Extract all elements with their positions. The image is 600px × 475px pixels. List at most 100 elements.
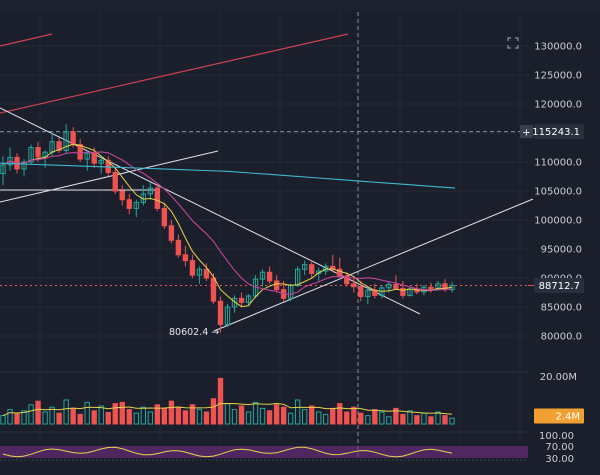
volume-bar xyxy=(323,413,329,425)
volume-bar xyxy=(238,405,245,425)
volume-bar xyxy=(147,411,154,425)
volume-bar xyxy=(112,403,118,425)
crosshair-price-tag: 115243.1 xyxy=(532,127,580,138)
oscillator-band xyxy=(0,446,528,458)
volume-bar xyxy=(287,412,294,425)
candle-body xyxy=(147,187,154,195)
volume-bar xyxy=(273,404,280,425)
price-tick-label: 125000.0 xyxy=(534,71,582,82)
candle-body xyxy=(126,199,132,209)
trendline-down xyxy=(0,107,421,315)
volume-bar xyxy=(217,377,224,425)
volume-bar xyxy=(428,416,434,425)
candle-body xyxy=(77,144,83,160)
price-axis[interactable]: 130000.0125000.0120000.0115000.0110000.0… xyxy=(534,42,582,466)
volume-bar xyxy=(358,412,364,425)
volume-bar xyxy=(442,415,448,425)
volume-bar xyxy=(351,406,357,425)
axis-tags: 115243.1+88712.7 2.4M xyxy=(520,124,584,424)
candle-body xyxy=(386,283,392,289)
price-tick-label: 130000.0 xyxy=(534,42,582,53)
candle-body xyxy=(400,287,406,296)
oscillator-pane xyxy=(0,446,528,461)
volume-bar xyxy=(189,404,196,425)
candle-body xyxy=(196,268,203,276)
candle-body xyxy=(154,187,161,209)
price-tick-label: 85000.0 xyxy=(541,303,582,314)
volume-bar xyxy=(400,413,406,425)
candle-body xyxy=(309,264,315,274)
candle-body xyxy=(42,151,48,158)
candle-body xyxy=(365,289,371,298)
volume-current-tag: 2.4M xyxy=(555,412,580,423)
current-price-tag: 88712.7 xyxy=(539,281,580,292)
candle-body xyxy=(210,277,217,302)
oscillator-line xyxy=(2,446,453,458)
volume-bar xyxy=(49,406,55,425)
candle-body xyxy=(238,297,245,303)
volume-tick-label: 20.00M xyxy=(540,372,577,383)
volume-bar xyxy=(196,409,203,425)
volume-bar xyxy=(231,409,238,425)
volume-bar xyxy=(154,404,161,425)
candle-body xyxy=(428,286,434,291)
candle-body xyxy=(161,207,168,227)
add-order-button[interactable] xyxy=(520,125,533,139)
plus-icon: + xyxy=(522,128,530,139)
chart-grid xyxy=(0,12,528,460)
volume-bar xyxy=(7,409,13,425)
candle-body xyxy=(91,152,97,164)
candle-body xyxy=(175,239,182,256)
volume-bar xyxy=(407,410,413,425)
candle-body xyxy=(7,156,13,166)
candle-body xyxy=(35,147,41,158)
volume-bar xyxy=(301,409,308,425)
candle-body xyxy=(393,283,399,289)
candle-body xyxy=(358,286,364,298)
volume-bar xyxy=(98,405,104,425)
candle-body xyxy=(105,159,111,173)
volume-bar xyxy=(161,407,168,425)
trendline-up xyxy=(0,150,219,203)
top-toolbar xyxy=(0,0,600,10)
candle-body xyxy=(168,225,175,241)
oscillator-tick-label: 30.00 xyxy=(545,454,574,465)
expand-icon[interactable] xyxy=(506,36,520,50)
ma-short-line xyxy=(2,143,453,308)
candle-body xyxy=(351,283,357,288)
candle-body xyxy=(344,275,350,285)
candle-body xyxy=(189,260,196,276)
volume-bar xyxy=(372,409,378,425)
candle-body xyxy=(112,171,118,192)
volume-bar xyxy=(35,400,41,425)
price-tick-label: 105000.0 xyxy=(534,187,582,198)
candle-body xyxy=(63,131,69,151)
volume-bar xyxy=(119,401,125,425)
price-tick-label: 80000.0 xyxy=(541,332,582,343)
volume-bar xyxy=(126,409,132,425)
volume-bar xyxy=(182,410,189,425)
crosshair-price-tag-bg xyxy=(534,124,584,140)
candle-body xyxy=(21,161,27,170)
volume-bar xyxy=(70,407,76,425)
volume-bar xyxy=(365,415,371,425)
volume-bar xyxy=(28,404,34,425)
candle-body xyxy=(224,306,231,325)
candle-body xyxy=(301,264,308,270)
drawing-overlays xyxy=(0,33,534,332)
candle-body xyxy=(56,141,62,151)
volume-bar xyxy=(63,399,69,425)
channel-line xyxy=(0,33,53,47)
volume-bar xyxy=(84,401,90,425)
candle-body xyxy=(84,152,90,160)
volume-bar xyxy=(77,413,83,425)
volume-bar xyxy=(21,410,27,425)
channel-line xyxy=(0,33,349,114)
price-tick-label: 95000.0 xyxy=(541,245,582,256)
volume-bar xyxy=(252,401,259,425)
volume-pane xyxy=(0,377,455,425)
volume-bar xyxy=(56,412,62,425)
volume-bar xyxy=(449,417,455,425)
candle-body xyxy=(273,280,280,291)
